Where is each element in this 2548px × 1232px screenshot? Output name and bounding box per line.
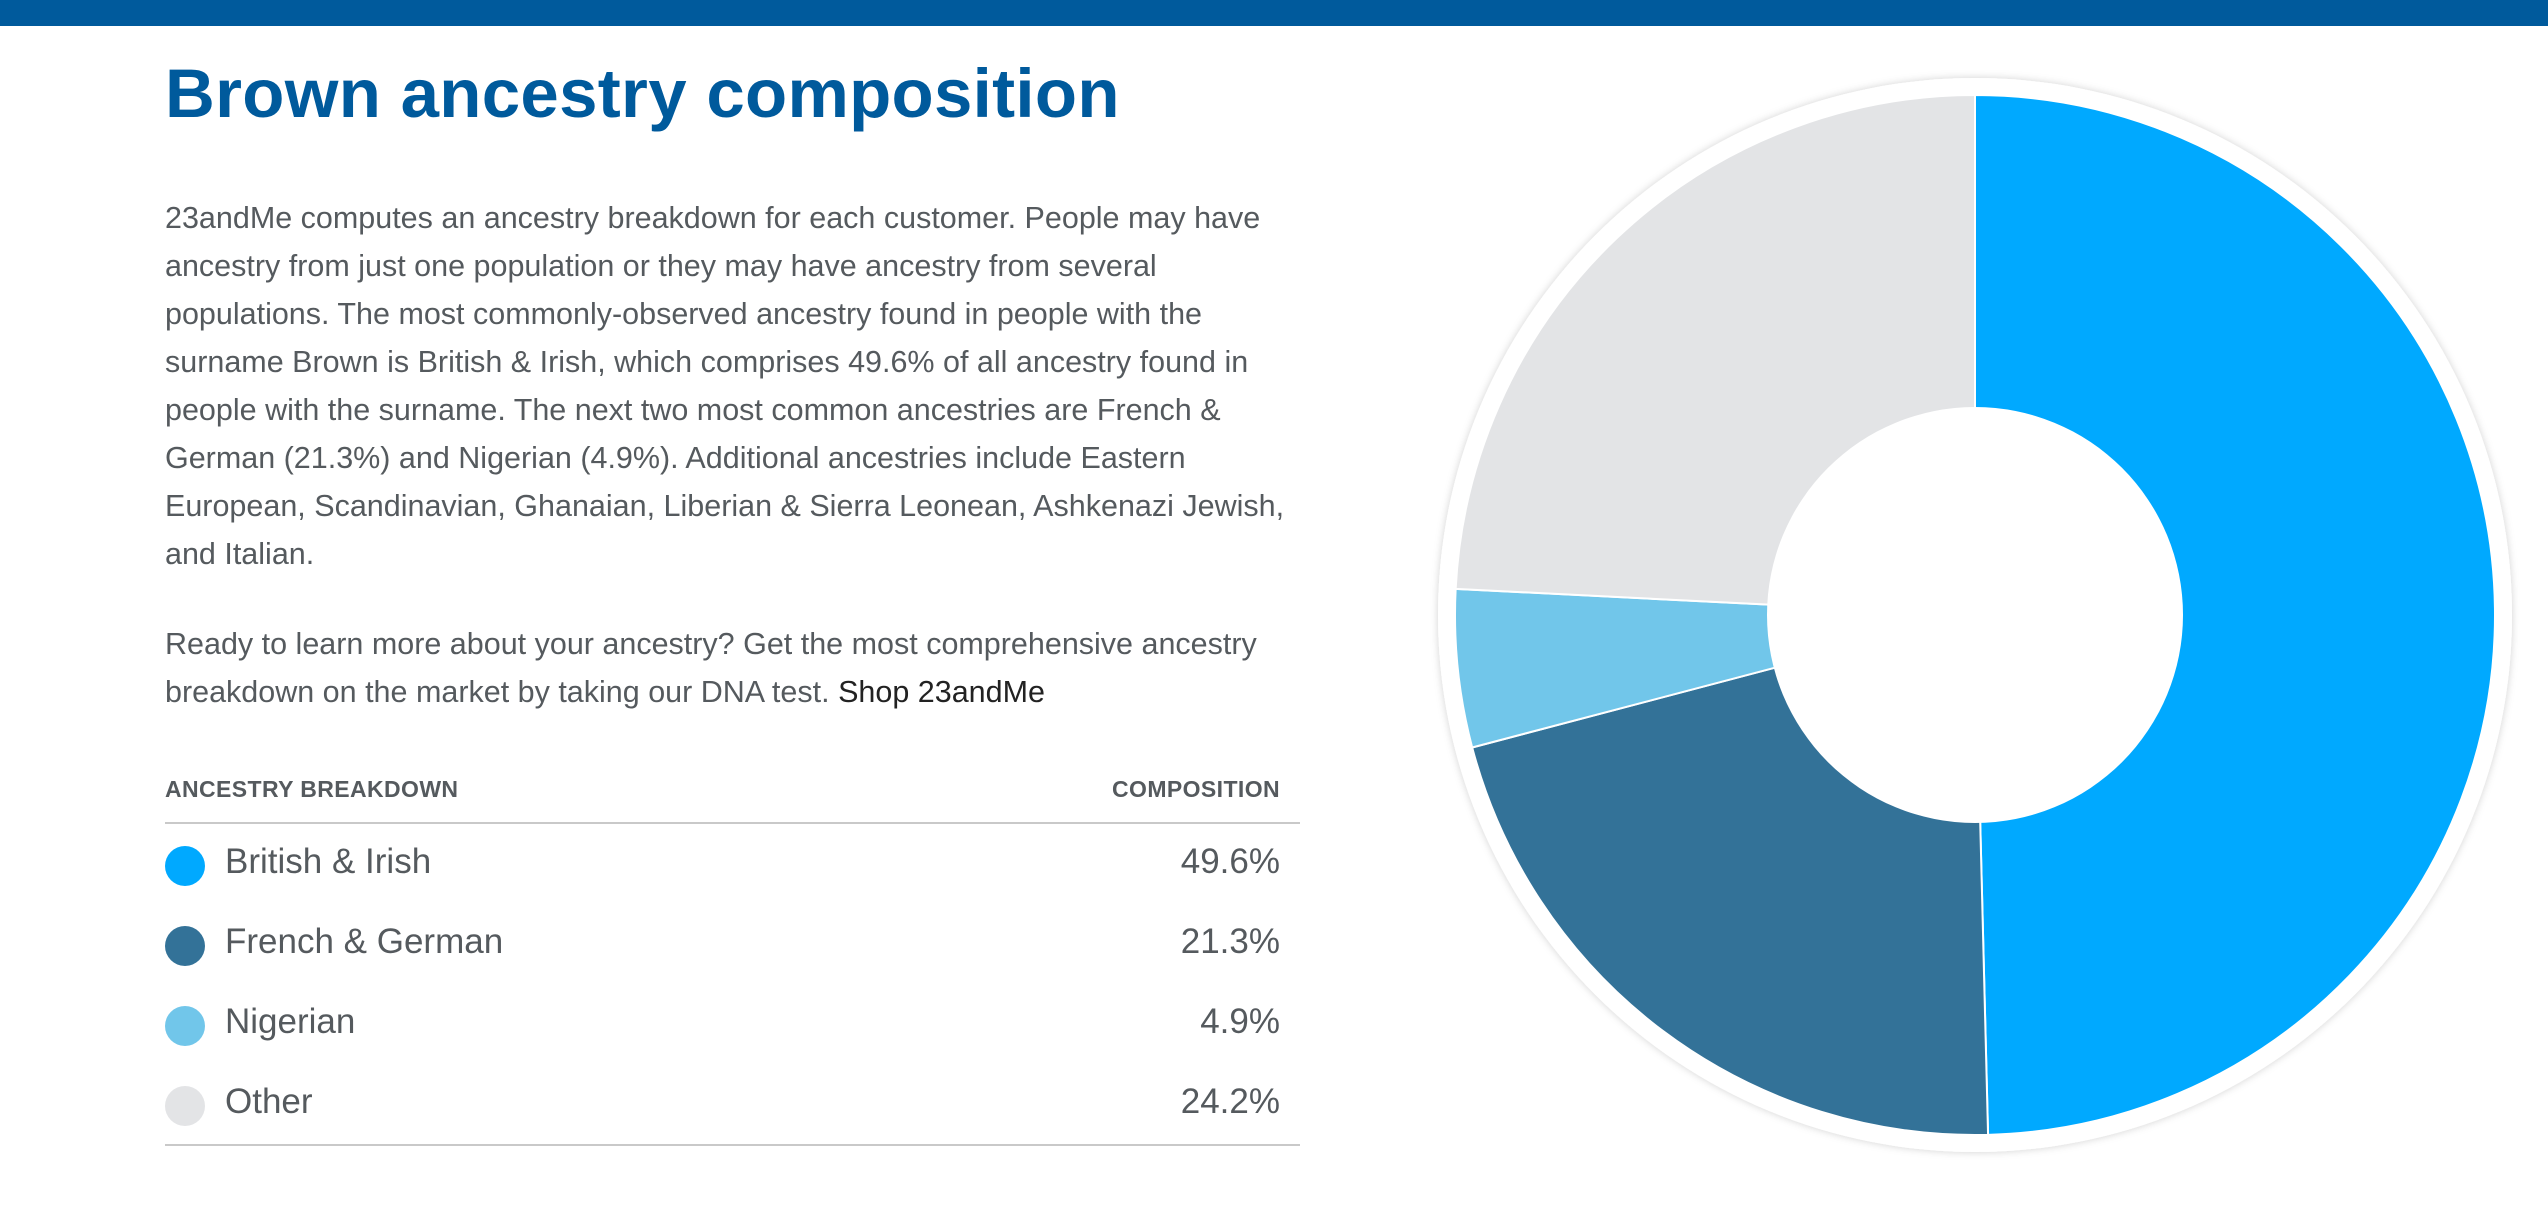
breakdown-table: British & Irish 49.6% French & German 21… xyxy=(165,824,1300,1146)
legend-swatch xyxy=(165,1086,205,1126)
table-row: Nigerian 4.9% xyxy=(165,984,1300,1064)
composition-value: 24.2% xyxy=(1180,1082,1280,1121)
ancestry-label: Nigerian xyxy=(225,1002,356,1041)
legend-swatch xyxy=(165,1006,205,1046)
ancestry-donut-chart xyxy=(1430,70,2520,1160)
legend-swatch xyxy=(165,926,205,966)
breakdown-table-header: ANCESTRY BREAKDOWN COMPOSITION xyxy=(165,772,1300,824)
table-row: Other 24.2% xyxy=(165,1064,1300,1144)
page-title: Brown ancestry composition xyxy=(165,55,1120,132)
donut-chart-svg xyxy=(1438,78,2512,1152)
composition-value: 4.9% xyxy=(1200,1002,1280,1041)
ancestry-label: French & German xyxy=(225,922,504,961)
table-row: British & Irish 49.6% xyxy=(165,824,1300,904)
cta-paragraph: Ready to learn more about your ancestry?… xyxy=(165,620,1300,716)
top-accent-bar xyxy=(0,0,2548,26)
legend-swatch xyxy=(165,846,205,886)
ancestry-label: British & Irish xyxy=(225,842,432,881)
donut-slice-british-irish xyxy=(1974,93,2497,1136)
ancestry-label: Other xyxy=(225,1082,313,1121)
donut-hole xyxy=(1767,407,2183,823)
intro-paragraph: 23andMe computes an ancestry breakdown f… xyxy=(165,201,1285,571)
table-row: French & German 21.3% xyxy=(165,904,1300,984)
cta-text: Ready to learn more about your ancestry?… xyxy=(165,627,1257,709)
composition-value: 21.3% xyxy=(1180,922,1280,961)
composition-value: 49.6% xyxy=(1180,842,1280,881)
header-ancestry-breakdown: ANCESTRY BREAKDOWN xyxy=(165,776,459,802)
shop-23andme-link[interactable]: Shop 23andMe xyxy=(838,675,1045,709)
header-composition: COMPOSITION xyxy=(1112,776,1280,802)
